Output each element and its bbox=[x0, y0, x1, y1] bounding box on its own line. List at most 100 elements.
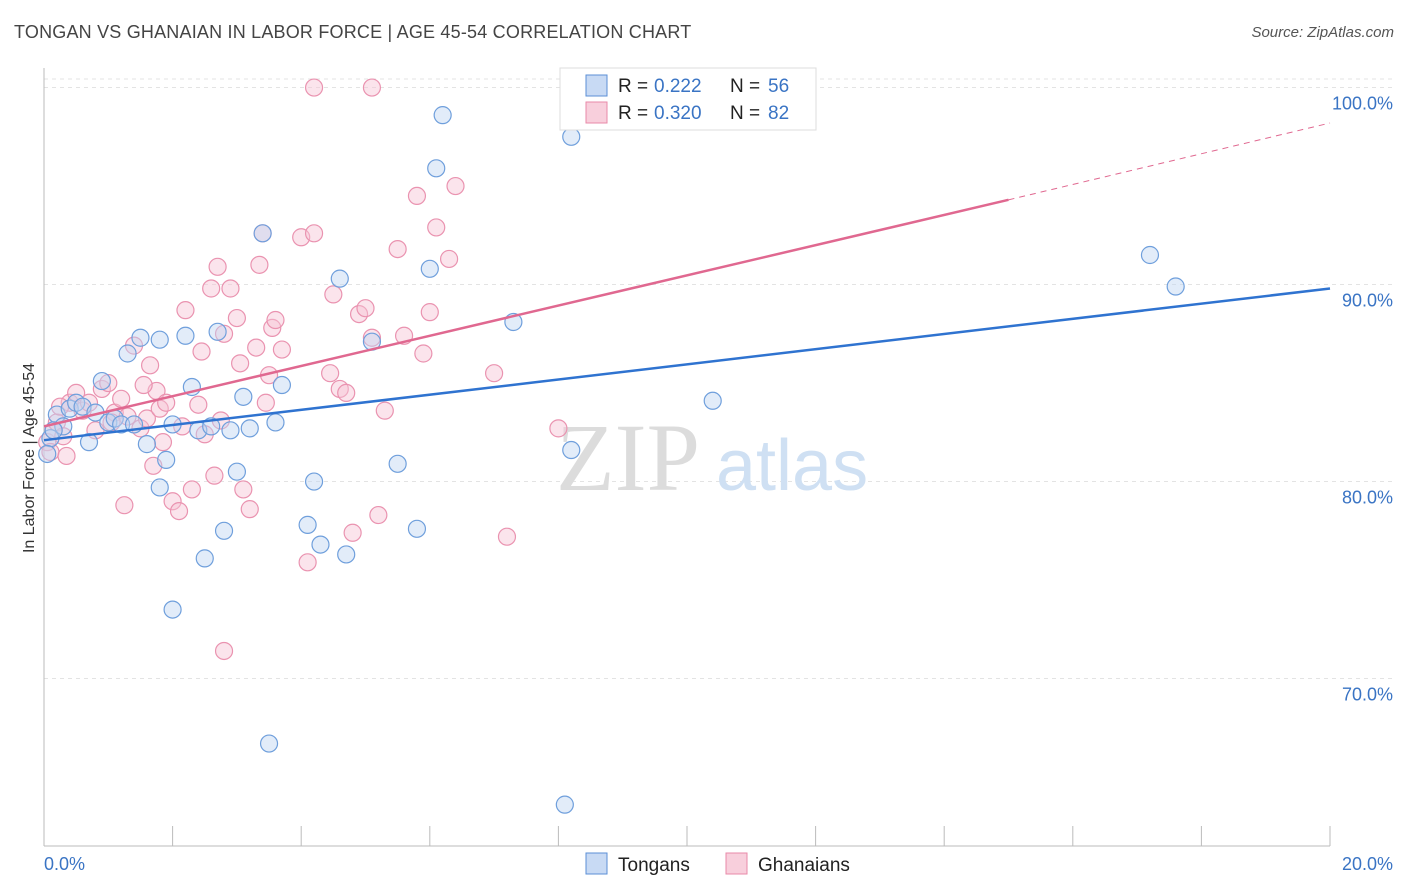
legend-swatch-tongans bbox=[585, 74, 608, 97]
legend-r-value-ghanaians: 0.320 bbox=[654, 103, 702, 124]
legend-n-value-ghanaians: 82 bbox=[768, 103, 789, 124]
ghanaian-point bbox=[427, 218, 446, 237]
x-tick-label-min: 0.0% bbox=[44, 854, 85, 874]
ghanaian-point bbox=[375, 401, 394, 420]
ghanaian-point bbox=[202, 279, 221, 298]
tongan-point bbox=[92, 371, 111, 391]
legend-n-label-ghanaians: N = bbox=[730, 103, 760, 124]
tongan-point bbox=[208, 322, 227, 341]
ghanaian-point bbox=[266, 310, 285, 330]
tongan-point bbox=[555, 795, 574, 814]
x-tick-labels: 0.0% 20.0% bbox=[44, 854, 1393, 874]
tongan-point bbox=[1140, 245, 1160, 265]
bottom-legend-label-ghanaians: Ghanaians bbox=[758, 855, 850, 876]
legend-n-label-tongans: N = bbox=[730, 76, 760, 97]
ghanaian-point bbox=[192, 342, 211, 361]
ghanaian-point bbox=[362, 78, 382, 97]
ghanaian-point bbox=[234, 480, 253, 499]
ghanaian-point bbox=[208, 257, 227, 276]
ghanaian-point bbox=[256, 393, 275, 412]
tongan-point bbox=[427, 159, 446, 178]
ghanaian-point bbox=[414, 344, 433, 363]
tongan-point bbox=[240, 419, 259, 438]
tongan-point bbox=[304, 472, 324, 491]
watermark: ZIP atlas bbox=[556, 404, 868, 511]
tongan-point bbox=[298, 515, 317, 534]
source-label: Source: ZipAtlas.com bbox=[1251, 24, 1394, 41]
tongan-point bbox=[253, 224, 272, 243]
legend-swatch-ghanaians bbox=[585, 101, 608, 124]
ghanaian-point bbox=[250, 255, 269, 274]
ghanaian-point bbox=[169, 502, 189, 521]
ghanaian-point bbox=[231, 354, 250, 373]
legend-r-label-ghanaians: R = bbox=[618, 103, 648, 124]
tongan-point bbox=[234, 387, 253, 406]
ghanaian-point bbox=[112, 389, 131, 408]
ghanaian-point bbox=[304, 224, 324, 243]
ghanaian-point bbox=[214, 641, 234, 661]
tongan-point bbox=[118, 344, 137, 363]
ghanaian-point bbox=[153, 433, 173, 452]
ghanaian-point bbox=[446, 176, 465, 196]
watermark-zip: ZIP bbox=[556, 404, 700, 511]
ghanaian-point bbox=[420, 303, 439, 322]
data-points bbox=[38, 78, 1185, 814]
tongan-point bbox=[1166, 277, 1185, 296]
ghanaians-trend-extension bbox=[1008, 122, 1331, 201]
tongan-point bbox=[259, 734, 279, 753]
tongan-point bbox=[227, 462, 246, 481]
x-tick-label-max: 20.0% bbox=[1342, 854, 1393, 874]
ghanaian-point bbox=[324, 285, 343, 304]
ghanaian-point bbox=[362, 328, 382, 347]
y-tick-label: 100.0% bbox=[1332, 94, 1393, 114]
ghanaian-point bbox=[356, 299, 375, 318]
ghanaian-point bbox=[227, 308, 246, 328]
tongan-point bbox=[176, 326, 195, 345]
ghanaian-point bbox=[115, 496, 134, 515]
y-tick-label: 70.0% bbox=[1342, 685, 1393, 705]
ghanaian-point bbox=[189, 395, 208, 414]
tongan-point bbox=[150, 330, 169, 349]
legend-r-value-tongans: 0.222 bbox=[654, 76, 702, 97]
legend-n-value-tongans: 56 bbox=[768, 76, 789, 97]
ghanaian-point bbox=[439, 249, 459, 269]
ghanaian-point bbox=[99, 373, 118, 393]
ghanaian-point bbox=[163, 492, 182, 511]
tongan-point bbox=[150, 478, 169, 497]
ghanaian-point bbox=[182, 480, 201, 499]
tongan-point bbox=[163, 600, 182, 619]
legend: R = 0.222 N = 56 R = 0.320 N = 82 bbox=[559, 67, 817, 131]
trend-lines bbox=[43, 122, 1331, 442]
ghanaian-point bbox=[134, 375, 153, 395]
ghanaian-point bbox=[343, 523, 362, 542]
ghanaian-point bbox=[205, 466, 224, 485]
ghanaians-trend-line bbox=[43, 198, 1009, 428]
y-tick-label: 80.0% bbox=[1342, 488, 1393, 508]
tongan-point bbox=[703, 391, 722, 410]
tongan-point bbox=[562, 127, 581, 146]
tongan-point bbox=[157, 450, 176, 469]
ghanaian-point bbox=[407, 186, 427, 205]
bottom-legend-label-tongans: Tongans bbox=[618, 855, 690, 876]
tongan-point bbox=[221, 421, 240, 440]
bottom-legend: Tongans Ghanaians bbox=[585, 852, 850, 876]
tongan-point bbox=[272, 375, 292, 395]
chart-title: TONGAN VS GHANAIAN IN LABOR FORCE | AGE … bbox=[14, 22, 692, 42]
tongan-point bbox=[137, 435, 156, 454]
tongan-point bbox=[562, 440, 581, 460]
ghanaian-point bbox=[214, 324, 234, 343]
bottom-legend-swatch-ghanaians bbox=[725, 852, 748, 875]
tongan-point bbox=[337, 545, 356, 564]
tongan-point bbox=[38, 444, 57, 464]
ghanaian-point bbox=[337, 383, 356, 402]
ghanaian-point bbox=[240, 500, 259, 519]
ghanaian-point bbox=[321, 364, 340, 383]
ghanaian-point bbox=[176, 301, 195, 320]
watermark-atlas: atlas bbox=[716, 426, 868, 506]
ghanaian-point bbox=[298, 553, 317, 572]
tongan-point bbox=[266, 413, 285, 432]
y-tick-labels: 70.0% 80.0% 90.0% 100.0% bbox=[1332, 94, 1393, 705]
y-tick-label: 90.0% bbox=[1342, 291, 1393, 311]
ghanaian-point bbox=[247, 338, 266, 357]
